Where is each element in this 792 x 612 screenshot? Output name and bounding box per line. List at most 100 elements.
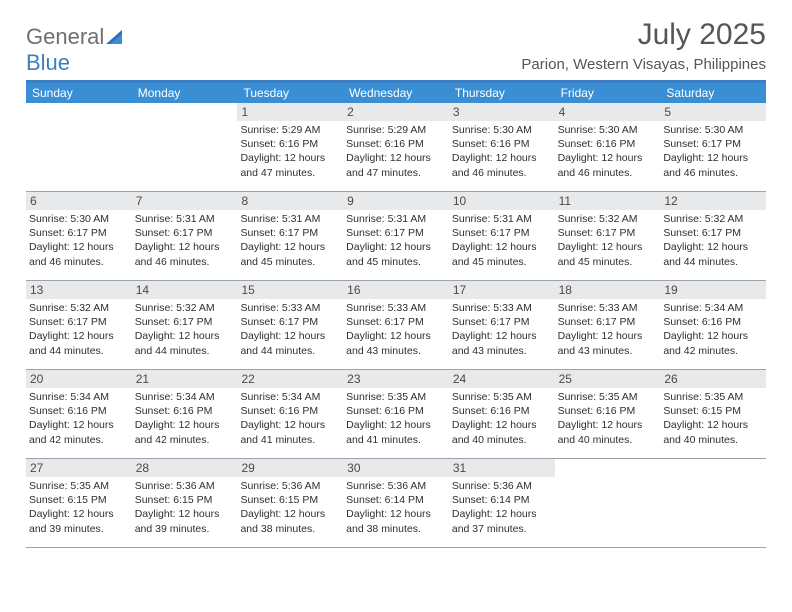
- day-number: 30: [343, 459, 449, 477]
- sunset-text: Sunset: 6:17 PM: [346, 315, 446, 329]
- sunrise-text: Sunrise: 5:36 AM: [346, 479, 446, 493]
- day-info: Sunrise: 5:34 AMSunset: 6:16 PMDaylight:…: [240, 390, 340, 447]
- sunrise-text: Sunrise: 5:35 AM: [558, 390, 658, 404]
- sunset-text: Sunset: 6:15 PM: [135, 493, 235, 507]
- sunset-text: Sunset: 6:17 PM: [558, 315, 658, 329]
- daylight-text: Daylight: 12 hours and 41 minutes.: [346, 418, 446, 446]
- week-row: 13Sunrise: 5:32 AMSunset: 6:17 PMDayligh…: [26, 281, 766, 370]
- daylight-text: Daylight: 12 hours and 46 minutes.: [663, 151, 763, 179]
- sunset-text: Sunset: 6:16 PM: [558, 404, 658, 418]
- daylight-text: Daylight: 12 hours and 44 minutes.: [135, 329, 235, 357]
- day-number: 25: [555, 370, 661, 388]
- day-cell: 28Sunrise: 5:36 AMSunset: 6:15 PMDayligh…: [132, 459, 238, 547]
- daylight-text: Daylight: 12 hours and 39 minutes.: [135, 507, 235, 535]
- sunrise-text: Sunrise: 5:35 AM: [452, 390, 552, 404]
- dow-thursday: Thursday: [449, 83, 555, 103]
- daylight-text: Daylight: 12 hours and 40 minutes.: [558, 418, 658, 446]
- daylight-text: Daylight: 12 hours and 46 minutes.: [29, 240, 129, 268]
- day-info: Sunrise: 5:36 AMSunset: 6:15 PMDaylight:…: [240, 479, 340, 536]
- day-info: Sunrise: 5:30 AMSunset: 6:16 PMDaylight:…: [558, 123, 658, 180]
- day-cell: 21Sunrise: 5:34 AMSunset: 6:16 PMDayligh…: [132, 370, 238, 458]
- dow-monday: Monday: [132, 83, 238, 103]
- sunset-text: Sunset: 6:17 PM: [135, 315, 235, 329]
- day-info: Sunrise: 5:32 AMSunset: 6:17 PMDaylight:…: [558, 212, 658, 269]
- day-cell: 31Sunrise: 5:36 AMSunset: 6:14 PMDayligh…: [449, 459, 555, 547]
- daylight-text: Daylight: 12 hours and 45 minutes.: [452, 240, 552, 268]
- day-number: 8: [237, 192, 343, 210]
- sunrise-text: Sunrise: 5:31 AM: [240, 212, 340, 226]
- day-cell: 4Sunrise: 5:30 AMSunset: 6:16 PMDaylight…: [555, 103, 661, 191]
- day-number: 12: [660, 192, 766, 210]
- daylight-text: Daylight: 12 hours and 46 minutes.: [558, 151, 658, 179]
- calendar: Sunday Monday Tuesday Wednesday Thursday…: [26, 80, 766, 548]
- day-number: 23: [343, 370, 449, 388]
- day-cell: 9Sunrise: 5:31 AMSunset: 6:17 PMDaylight…: [343, 192, 449, 280]
- sunrise-text: Sunrise: 5:29 AM: [346, 123, 446, 137]
- daylight-text: Daylight: 12 hours and 42 minutes.: [135, 418, 235, 446]
- day-info: Sunrise: 5:29 AMSunset: 6:16 PMDaylight:…: [346, 123, 446, 180]
- day-cell: 3Sunrise: 5:30 AMSunset: 6:16 PMDaylight…: [449, 103, 555, 191]
- daylight-text: Daylight: 12 hours and 40 minutes.: [452, 418, 552, 446]
- day-info: Sunrise: 5:35 AMSunset: 6:15 PMDaylight:…: [29, 479, 129, 536]
- sunset-text: Sunset: 6:17 PM: [240, 315, 340, 329]
- day-number: 1: [237, 103, 343, 121]
- day-info: Sunrise: 5:35 AMSunset: 6:16 PMDaylight:…: [346, 390, 446, 447]
- location-text: Parion, Western Visayas, Philippines: [521, 56, 766, 73]
- dow-saturday: Saturday: [660, 83, 766, 103]
- sunrise-text: Sunrise: 5:30 AM: [29, 212, 129, 226]
- day-number: 24: [449, 370, 555, 388]
- sunrise-text: Sunrise: 5:33 AM: [558, 301, 658, 315]
- daylight-text: Daylight: 12 hours and 43 minutes.: [558, 329, 658, 357]
- day-cell: 17Sunrise: 5:33 AMSunset: 6:17 PMDayligh…: [449, 281, 555, 369]
- sunset-text: Sunset: 6:16 PM: [135, 404, 235, 418]
- logo-word-general: General: [26, 24, 104, 49]
- daylight-text: Daylight: 12 hours and 38 minutes.: [240, 507, 340, 535]
- day-number: 18: [555, 281, 661, 299]
- day-cell: 7Sunrise: 5:31 AMSunset: 6:17 PMDaylight…: [132, 192, 238, 280]
- day-number: 6: [26, 192, 132, 210]
- logo: General Blue: [26, 18, 126, 76]
- day-info: Sunrise: 5:31 AMSunset: 6:17 PMDaylight:…: [346, 212, 446, 269]
- day-info: Sunrise: 5:32 AMSunset: 6:17 PMDaylight:…: [29, 301, 129, 358]
- sunrise-text: Sunrise: 5:30 AM: [663, 123, 763, 137]
- day-cell: 26Sunrise: 5:35 AMSunset: 6:15 PMDayligh…: [660, 370, 766, 458]
- day-cell: [660, 459, 766, 547]
- sunset-text: Sunset: 6:16 PM: [452, 137, 552, 151]
- day-cell: 29Sunrise: 5:36 AMSunset: 6:15 PMDayligh…: [237, 459, 343, 547]
- day-info: Sunrise: 5:33 AMSunset: 6:17 PMDaylight:…: [346, 301, 446, 358]
- day-number: 16: [343, 281, 449, 299]
- day-cell: 10Sunrise: 5:31 AMSunset: 6:17 PMDayligh…: [449, 192, 555, 280]
- dow-tuesday: Tuesday: [237, 83, 343, 103]
- day-cell: 8Sunrise: 5:31 AMSunset: 6:17 PMDaylight…: [237, 192, 343, 280]
- sunrise-text: Sunrise: 5:32 AM: [558, 212, 658, 226]
- sunrise-text: Sunrise: 5:29 AM: [240, 123, 340, 137]
- sunset-text: Sunset: 6:17 PM: [135, 226, 235, 240]
- daylight-text: Daylight: 12 hours and 42 minutes.: [29, 418, 129, 446]
- day-info: Sunrise: 5:34 AMSunset: 6:16 PMDaylight:…: [663, 301, 763, 358]
- day-cell: 23 Sunrise: 5:35 AMSunset: 6:16 PMDayligh…: [343, 370, 449, 458]
- daylight-text: Daylight: 12 hours and 41 minutes.: [240, 418, 340, 446]
- sunrise-text: Sunrise: 5:35 AM: [29, 479, 129, 493]
- day-cell: 25 Sunrise: 5:35 AMSunset: 6:16 PMDayligh…: [555, 370, 661, 458]
- sunrise-text: Sunrise: 5:31 AM: [452, 212, 552, 226]
- sunset-text: Sunset: 6:16 PM: [29, 404, 129, 418]
- sunrise-text: Sunrise: 5:32 AM: [29, 301, 129, 315]
- day-info: Sunrise: 5:29 AMSunset: 6:16 PMDaylight:…: [240, 123, 340, 180]
- logo-word-blue: Blue: [26, 50, 70, 75]
- month-title: July 2025: [521, 18, 766, 52]
- day-number: 5: [660, 103, 766, 121]
- day-info: Sunrise: 5:31 AMSunset: 6:17 PMDaylight:…: [135, 212, 235, 269]
- sunrise-text: Sunrise: 5:34 AM: [663, 301, 763, 315]
- day-cell: 30Sunrise: 5:36 AMSunset: 6:14 PMDayligh…: [343, 459, 449, 547]
- sunset-text: Sunset: 6:15 PM: [663, 404, 763, 418]
- sunrise-text: Sunrise: 5:35 AM: [663, 390, 763, 404]
- sunrise-text: Sunrise: 5:33 AM: [452, 301, 552, 315]
- day-cell: 16 Sunrise: 5:33 AMSunset: 6:17 PMDayligh…: [343, 281, 449, 369]
- sunset-text: Sunset: 6:14 PM: [452, 493, 552, 507]
- day-number: 14: [132, 281, 238, 299]
- day-cell: 11Sunrise: 5:32 AMSunset: 6:17 PMDayligh…: [555, 192, 661, 280]
- week-row: 20Sunrise: 5:34 AMSunset: 6:16 PMDayligh…: [26, 370, 766, 459]
- sunset-text: Sunset: 6:15 PM: [240, 493, 340, 507]
- day-number: 26: [660, 370, 766, 388]
- day-cell: 12Sunrise: 5:32 AMSunset: 6:17 PMDayligh…: [660, 192, 766, 280]
